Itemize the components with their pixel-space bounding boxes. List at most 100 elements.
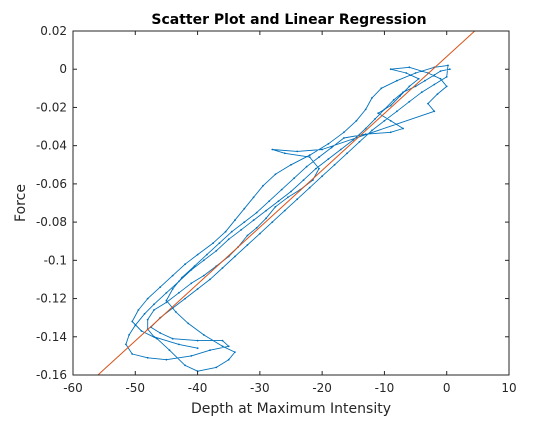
scatter-point (215, 366, 218, 369)
scatter-point (209, 349, 211, 352)
x-tick-label: 0 (443, 381, 451, 395)
scatter-point (389, 68, 392, 71)
scatter-point (408, 85, 411, 88)
scatter-point (346, 152, 348, 155)
scatter-point (296, 198, 299, 201)
scatter-point (265, 209, 267, 212)
scatter-point (178, 280, 180, 283)
scatter-point (315, 167, 317, 170)
scatter-point (364, 108, 367, 111)
y-tick-label: -0.12 (36, 292, 67, 306)
scatter-point (414, 72, 417, 74)
scatter-point (424, 79, 426, 82)
scatter-point (171, 288, 174, 290)
scatter-point (221, 267, 224, 269)
scatter-point (187, 322, 190, 325)
scatter-point (146, 356, 149, 359)
scatter-point (181, 276, 183, 279)
scatter-point (290, 163, 292, 166)
scatter-point (234, 351, 236, 353)
scatter-point (436, 93, 439, 95)
scatter-point (131, 320, 134, 323)
scatter-point (402, 127, 404, 130)
scatter-point (445, 76, 448, 78)
scatter-point (190, 355, 193, 357)
scatter-point (178, 291, 180, 294)
scatter-point (202, 274, 205, 277)
scatter-point (212, 242, 215, 245)
y-tick-label: -0.1 (44, 253, 67, 267)
scatter-point (262, 184, 264, 187)
scatter-point (202, 334, 205, 336)
scatter-point (140, 330, 143, 332)
scatter-point (383, 119, 386, 122)
y-tick-label: -0.08 (36, 215, 67, 229)
y-axis-label: Force (13, 184, 29, 222)
scatter-point (371, 129, 373, 132)
scatter-point (355, 119, 358, 122)
scatter-point (389, 104, 392, 107)
scatter-point (184, 263, 187, 266)
chart-title: Scatter Plot and Linear Regression (151, 12, 426, 28)
scatter-point (234, 255, 236, 258)
scatter-point (252, 219, 255, 222)
scatter-point (265, 217, 267, 220)
scatter-point (218, 242, 221, 245)
scatter-point (255, 211, 258, 214)
scatter-point (318, 167, 320, 170)
scatter-point (156, 337, 159, 340)
y-tick-label: 0.02 (40, 24, 67, 38)
y-tick-label: -0.02 (36, 100, 67, 114)
scatter-point (190, 282, 193, 285)
scatter-point (352, 139, 355, 141)
scatter-point (153, 309, 155, 311)
x-tick-label: -10 (375, 381, 395, 395)
axes-box (72, 30, 510, 376)
y-tick-label: -0.04 (36, 139, 67, 153)
scatter-point (271, 221, 274, 224)
scatter-point (321, 175, 323, 178)
x-tick-label: -60 (63, 381, 83, 395)
scatter-point (246, 244, 249, 246)
scatter-point (405, 72, 408, 74)
scatter-point (333, 163, 336, 166)
scatter-point (305, 165, 308, 168)
scatter-point (433, 110, 436, 113)
scatter-point (227, 358, 230, 361)
scatter-point (339, 148, 342, 151)
scatter-point (287, 196, 289, 199)
scatter-point (178, 343, 180, 346)
scatter-point (389, 131, 392, 134)
scatter-point (165, 291, 168, 294)
scatter-point (196, 347, 199, 350)
scatter-point (202, 259, 205, 262)
scatter-point (399, 95, 401, 97)
scatter-point (447, 64, 449, 67)
scatter-point (243, 221, 246, 224)
scatter-point (246, 234, 249, 237)
scatter-point (255, 226, 258, 229)
scatter-point (215, 249, 218, 252)
scatter-point (280, 188, 283, 191)
scatter-point (445, 85, 448, 88)
scatter-point (131, 353, 134, 355)
scatter-point (165, 299, 168, 302)
scatter-trace (125, 64, 450, 372)
scatter-point (240, 228, 243, 231)
scatter-point (190, 269, 193, 271)
scatter-point (168, 349, 171, 352)
scatter-point (290, 190, 292, 193)
scatter-point (448, 68, 451, 71)
data-layer (97, 31, 476, 375)
scatter-point (380, 87, 383, 90)
scatter-point (318, 156, 320, 159)
scatter-point (174, 311, 177, 313)
scatter-point (221, 339, 224, 342)
scatter-point (196, 253, 199, 256)
scatter-point (371, 97, 373, 99)
scatter-point (146, 318, 149, 321)
scatter-point (134, 324, 137, 327)
scatter-point (165, 358, 168, 361)
scatter-point (374, 118, 376, 120)
